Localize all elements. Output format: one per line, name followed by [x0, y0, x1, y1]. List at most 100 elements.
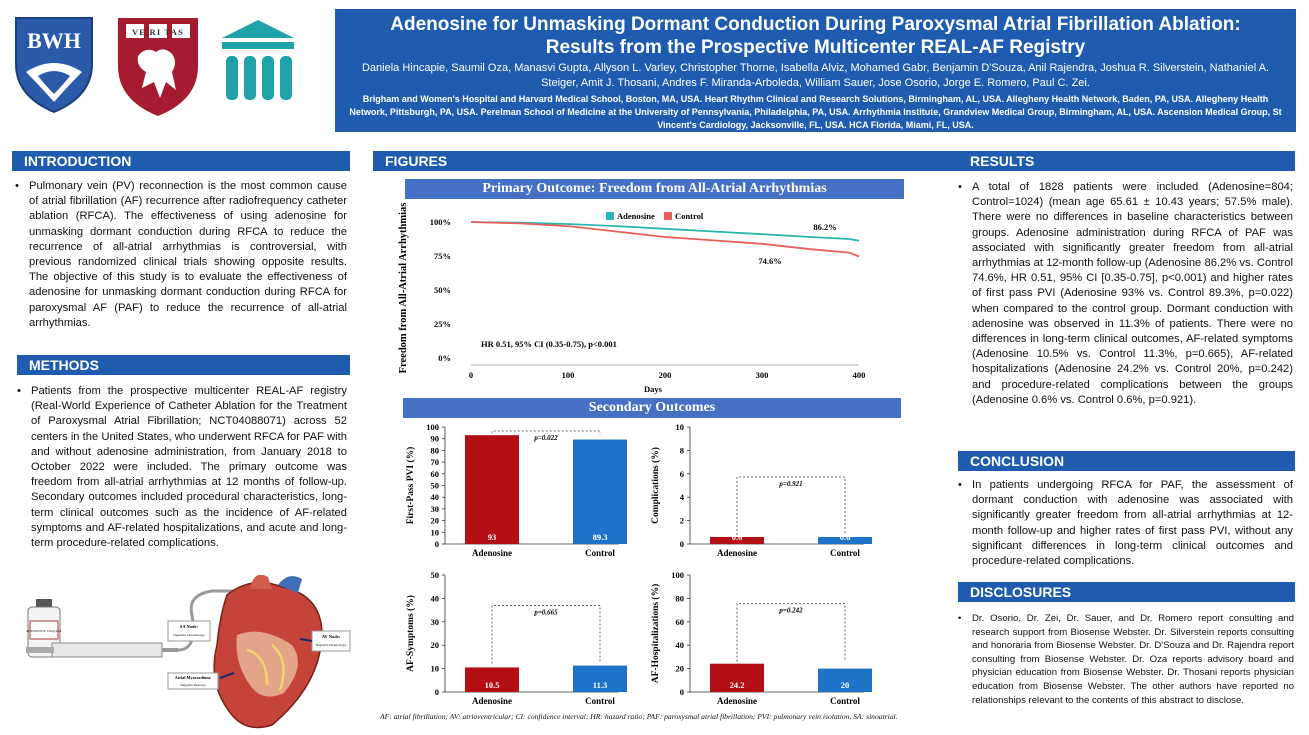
atrial-myocardium-label: Atrial Myocardium: Negative Inotropy: [167, 672, 219, 690]
bar-y-tick-label: 60: [431, 469, 440, 479]
bar-y-tick-label: 70: [431, 457, 440, 467]
disclosures-heading: DISCLOSURES: [958, 582, 1295, 602]
results-text: A total of 1828 patients were included (…: [956, 180, 1293, 408]
bar-y-tick-label: 100: [426, 422, 439, 432]
bar-y-tick-label: 40: [431, 593, 440, 603]
poster-header: Adenosine for Unmasking Dormant Conducti…: [335, 9, 1296, 132]
legend-swatch-control: [664, 212, 672, 220]
figures-heading: FIGURES: [373, 151, 964, 171]
km-x-tick-label: 300: [756, 370, 769, 380]
bar-chart-af-symptoms: 0 10 20 30 40 50 AF-Symptoms (%) 10.5 Adenosine 1…: [405, 570, 627, 706]
svg-text:Atrial Myocardium:: Atrial Myocardium:: [175, 675, 212, 680]
bar-y-tick-label: 50: [431, 570, 440, 580]
bar-category-label: Adenosine: [717, 548, 757, 558]
svg-text:Negative Inotropy: Negative Inotropy: [180, 683, 206, 687]
bar-y-tick-label: 4: [680, 492, 685, 502]
km-x-tick-label: 400: [853, 370, 866, 380]
av-node-label: AV Node: Negative Dromotropy: [311, 630, 351, 652]
bar-value-label: 10.5: [485, 680, 500, 690]
bar-category-label: Control: [585, 548, 615, 558]
conclusion-heading: CONCLUSION: [958, 451, 1295, 471]
bar-y-tick-label: 0: [680, 539, 684, 549]
results-heading: RESULTS: [958, 151, 1295, 171]
vial-label: ADENOSINE 12mg/4mL: [26, 629, 62, 633]
km-hazard-ratio: HR 0.51, 95% CI (0.35-0.75), p<0.001: [481, 339, 617, 349]
bar-y-tick-label: 30: [431, 617, 440, 627]
svg-text:Negative Dromotropy: Negative Dromotropy: [316, 643, 347, 647]
bar-y-tick-label: 80: [676, 593, 685, 603]
bar-y-tick-label: 10: [676, 422, 685, 432]
figures-footnote: AF: atrial fibrillation; AV: atrioventri…: [380, 712, 898, 721]
km-y-tick-label: 25%: [434, 319, 451, 329]
methods-text: Patients from the prospective multicente…: [15, 384, 347, 551]
km-x-axis-label: Days: [644, 384, 663, 394]
km-y-tick-label: 75%: [434, 251, 451, 261]
conclusion-text: In patients undergoing RFCA for PAF, the…: [956, 478, 1293, 569]
km-y-tick-label: 50%: [434, 285, 451, 295]
bar-value-label: 93: [488, 532, 497, 542]
bar-y-tick-label: 20: [431, 640, 440, 650]
harvard-shield-motto: VE RI TAS: [132, 27, 184, 37]
km-y-tick-label: 0%: [438, 353, 451, 363]
bar-y-tick-label: 60: [676, 617, 685, 627]
significance-bracket: [491, 605, 601, 664]
bar-y-tick-label: 30: [431, 504, 440, 514]
km-x-tick-label: 100: [562, 370, 575, 380]
p-value-label: p=0.242: [778, 607, 803, 615]
bar-y-tick-label: 0: [680, 687, 684, 697]
bar-y-tick-label: 0: [435, 539, 439, 549]
harvard-shield-logo: VE RI TAS: [118, 18, 198, 116]
bar-y-tick-label: 40: [431, 492, 440, 502]
bar-category-label: Control: [830, 548, 860, 558]
bar-y-tick-label: 20: [431, 516, 440, 526]
sa-node-label: SA Node: Negative Chronotropy: [167, 620, 211, 642]
bar-y-tick-label: 20: [676, 664, 685, 674]
bar-y-tick-label: 100: [671, 570, 684, 580]
primary-outcome-banner: Primary Outcome: Freedom from All-Atrial…: [405, 179, 904, 199]
legend-label-control: Control: [675, 211, 704, 221]
bar-category-label: Adenosine: [717, 696, 757, 706]
bar-y-tick-label: 90: [431, 434, 440, 444]
kaplan-meier-chart: 0% 25% 50% 75% 100% 0 100 200 300 400 Freedom fro…: [398, 203, 866, 394]
bar-adenosine: [710, 663, 764, 692]
bar-y-axis-label: AF-Hospitalizations (%): [650, 584, 661, 683]
bar-category-label: Control: [830, 696, 860, 706]
bar-value-label: 24.2: [730, 680, 745, 690]
bar-y-tick-label: 8: [680, 445, 684, 455]
bar-y-axis-label: First-Pass PVI (%): [405, 447, 416, 525]
bar-value-label: 89.3: [593, 532, 608, 542]
bar-control: [573, 665, 627, 692]
km-y-tick-label: 100%: [430, 217, 451, 227]
bar-chart-af-hospitalizations: 0 20 40 60 80 100 AF-Hospitalizations (%) 24.2 A…: [650, 570, 872, 706]
poster-title-line1: Adenosine for Unmasking Dormant Conducti…: [390, 14, 1241, 35]
km-curve-adenosine: [470, 221, 860, 242]
adenosine-heart-illustration: ADENOSINE 12mg/4mL SA Node: Negative Chr…: [26, 575, 351, 729]
adenosine-end-label: 86.2%: [813, 222, 836, 232]
introduction-text: Pulmonary vein (PV) reconnection is the …: [13, 179, 347, 331]
legend-swatch-adenosine: [606, 212, 614, 220]
institution-logo: [222, 20, 294, 100]
syringe: [26, 589, 242, 658]
bar-value-label: 0.6: [732, 532, 743, 542]
bar-y-tick-label: 6: [680, 469, 684, 479]
bar-value-label: 0.6: [840, 532, 851, 542]
significance-bracket: [736, 603, 846, 662]
bar-y-tick-label: 2: [680, 516, 684, 526]
bar-y-tick-label: 10: [431, 527, 440, 537]
significance-bracket: [736, 476, 846, 535]
bar-adenosine: [465, 435, 519, 544]
control-end-label: 74.6%: [758, 256, 781, 266]
poster-authors: Daniela Hincapie, Saumil Oza, Manasvi Gu…: [361, 62, 1269, 89]
bar-y-tick-label: 50: [431, 481, 440, 491]
bar-control: [573, 439, 627, 544]
p-value-label: p=0.022: [533, 434, 558, 442]
bar-y-axis-label: AF-Symptoms (%): [405, 595, 416, 672]
bar-value-label: 11.3: [593, 680, 607, 690]
bar-y-tick-label: 10: [431, 664, 440, 674]
significance-bracket: [491, 430, 601, 434]
bar-control: [818, 536, 872, 544]
bar-y-tick-label: 40: [676, 640, 685, 650]
bar-chart-complications: 0 2 4 6 8 10 Complications (%) 0.6 Adenosine 0.6 C…: [650, 422, 872, 558]
